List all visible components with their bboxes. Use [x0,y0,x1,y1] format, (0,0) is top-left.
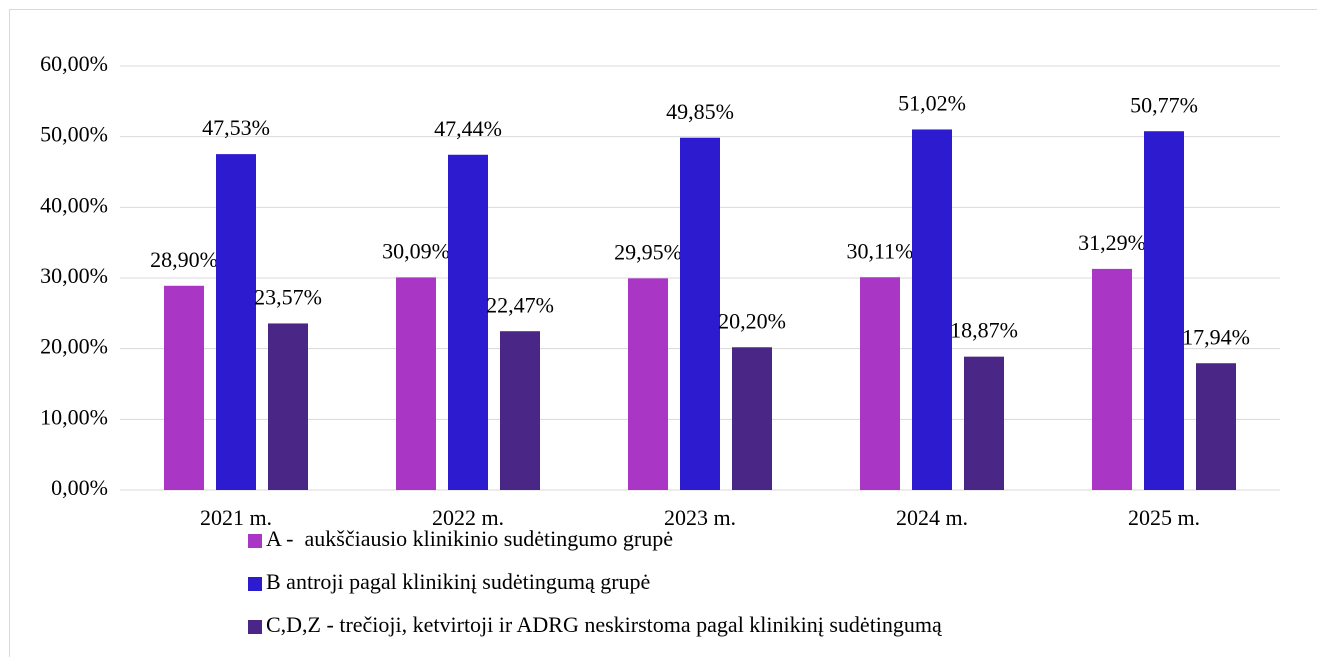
data-label: 29,95% [614,239,682,264]
bar [732,347,772,490]
bar [164,285,204,490]
y-tick-label: 30,00% [40,263,108,288]
bar [500,331,540,490]
data-label: 28,90% [150,247,218,272]
bar [216,154,256,490]
legend-label: C,D,Z - trečioji, ketvirtoji ir ADRG nes… [266,612,942,637]
bar [912,129,952,490]
y-tick-label: 60,00% [40,51,108,76]
chart-frame [9,9,1317,657]
data-label: 49,85% [666,99,734,124]
bar [448,154,488,491]
data-label: 31,29% [1078,230,1146,255]
x-tick-label: 2022 m. [432,505,504,530]
data-label: 30,09% [382,238,450,263]
legend-swatch [248,577,262,591]
x-tick-label: 2023 m. [664,505,736,530]
data-label: 50,77% [1130,92,1198,117]
data-label: 51,02% [898,91,966,116]
x-tick-label: 2024 m. [896,505,968,530]
bar [680,137,720,490]
data-label: 22,47% [486,292,554,317]
y-tick-label: 0,00% [51,475,108,500]
legend-swatch [248,620,262,634]
x-tick-label: 2025 m. [1128,505,1200,530]
data-label: 30,11% [846,238,913,263]
data-label: 47,53% [202,115,270,140]
bar [1196,363,1236,490]
legend-label: B antroji pagal klinikinį sudėtingumą gr… [266,569,650,594]
bar [1144,131,1184,490]
y-tick-label: 40,00% [40,192,108,217]
x-tick-label: 2021 m. [200,505,272,530]
y-tick-label: 20,00% [40,334,108,359]
data-label: 23,57% [254,284,322,309]
data-label: 17,94% [1182,324,1250,349]
y-tick-label: 50,00% [40,122,108,147]
bar [268,323,308,490]
legend-swatch [248,534,262,548]
data-label: 18,87% [950,318,1018,343]
bar [964,356,1004,490]
bar [396,277,436,490]
y-tick-label: 10,00% [40,404,108,429]
legend-label: A - aukščiausio klinikinio sudėtingumo g… [266,526,673,551]
data-label: 20,20% [718,308,786,333]
data-label: 47,44% [434,116,502,141]
bar [860,277,900,490]
bar [628,278,668,490]
bar [1092,268,1132,490]
